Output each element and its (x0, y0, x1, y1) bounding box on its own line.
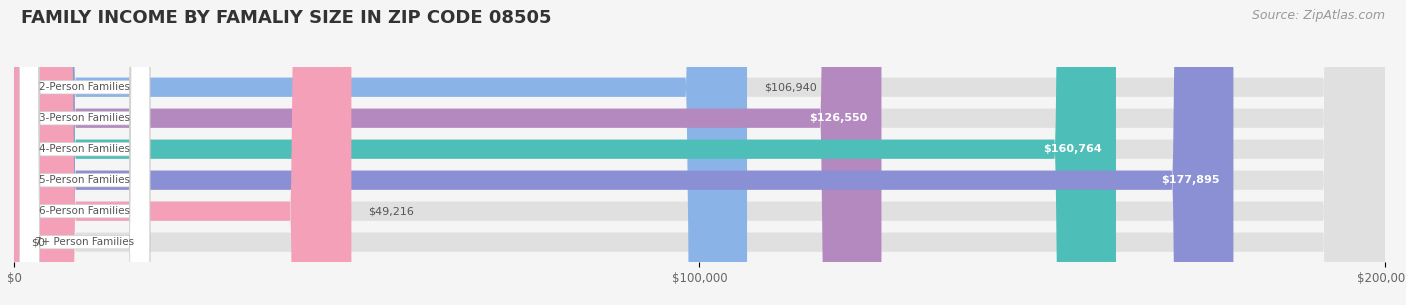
Text: $49,216: $49,216 (368, 206, 415, 216)
FancyBboxPatch shape (14, 0, 1385, 305)
FancyBboxPatch shape (14, 0, 352, 305)
FancyBboxPatch shape (14, 0, 1233, 305)
Text: $126,550: $126,550 (810, 113, 868, 123)
FancyBboxPatch shape (14, 0, 1385, 305)
FancyBboxPatch shape (14, 0, 1385, 305)
FancyBboxPatch shape (20, 0, 150, 305)
FancyBboxPatch shape (14, 0, 747, 305)
Text: 2-Person Families: 2-Person Families (39, 82, 131, 92)
Text: 6-Person Families: 6-Person Families (39, 206, 131, 216)
Text: FAMILY INCOME BY FAMALIY SIZE IN ZIP CODE 08505: FAMILY INCOME BY FAMALIY SIZE IN ZIP COD… (21, 9, 551, 27)
FancyBboxPatch shape (14, 0, 882, 305)
Text: 4-Person Families: 4-Person Families (39, 144, 131, 154)
Text: $106,940: $106,940 (765, 82, 817, 92)
FancyBboxPatch shape (20, 0, 150, 305)
FancyBboxPatch shape (14, 0, 1385, 305)
FancyBboxPatch shape (14, 0, 1116, 305)
Text: Source: ZipAtlas.com: Source: ZipAtlas.com (1251, 9, 1385, 22)
Text: 5-Person Families: 5-Person Families (39, 175, 131, 185)
FancyBboxPatch shape (20, 0, 150, 305)
Text: $160,764: $160,764 (1043, 144, 1102, 154)
Text: $177,895: $177,895 (1161, 175, 1219, 185)
Text: 7+ Person Families: 7+ Person Families (35, 237, 134, 247)
Text: $0: $0 (31, 237, 45, 247)
FancyBboxPatch shape (20, 0, 150, 305)
Text: 3-Person Families: 3-Person Families (39, 113, 131, 123)
FancyBboxPatch shape (14, 0, 1385, 305)
FancyBboxPatch shape (14, 0, 1385, 305)
FancyBboxPatch shape (20, 0, 150, 305)
FancyBboxPatch shape (20, 0, 150, 305)
